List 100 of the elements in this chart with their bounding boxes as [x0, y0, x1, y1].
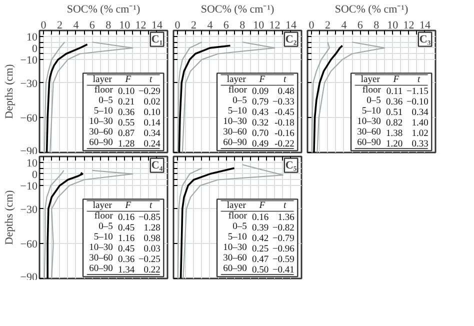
x-tick-label: 6 [357, 20, 364, 32]
annotation: F [392, 75, 400, 86]
annotation: 0.09 [252, 86, 269, 97]
x-axis-title: SOC% (% cm⁻¹) [66, 4, 140, 16]
y-tick-label: 0 [32, 168, 38, 181]
annotation: −0.33 [272, 97, 295, 108]
annotation: −0.82 [272, 223, 295, 234]
annotation: 0.11 [386, 86, 403, 97]
annotation: 0.50 [252, 265, 269, 276]
annotation: 5–10 [362, 106, 382, 116]
x-tick-label: 6 [223, 20, 230, 32]
chart-title: C₃ [419, 33, 432, 46]
annotation: 0.42 [252, 234, 269, 244]
x-tick-label: 12 [403, 20, 414, 32]
y-axis-title: Depths (cm) [3, 64, 16, 119]
x-tick-label: 10 [119, 20, 131, 32]
annotation: 0.70 [252, 128, 269, 139]
annotation: 30–60 [223, 127, 248, 138]
x-tick-label: 10 [253, 20, 265, 32]
x-tick-label: 10 [387, 20, 399, 32]
y-tick-label: −30 [20, 204, 38, 216]
chart-title: C₂ [285, 33, 298, 46]
annotation: −0.29 [138, 86, 161, 97]
annotation: 10–30 [223, 242, 248, 253]
annotation: 0.24 [144, 139, 161, 150]
annotation: 0–5 [232, 222, 248, 232]
annotation: 0–5 [98, 96, 114, 106]
x-tick-label: 4 [73, 20, 80, 32]
chart-title: C₅ [285, 159, 298, 172]
annotation: 0.34 [412, 108, 429, 118]
x-tick-label: 6 [89, 20, 96, 32]
y-tick-label: −10 [20, 180, 38, 193]
annotation: 0.36 [118, 108, 135, 118]
x-tick-label: 12 [135, 20, 146, 32]
annotation: layer [226, 201, 247, 212]
annotation: 30–60 [223, 253, 248, 264]
chart-title: C₁ [151, 33, 163, 46]
annotation: t [283, 75, 286, 86]
annotation: 0.79 [252, 97, 269, 108]
annotation: −0.79 [272, 234, 295, 244]
x-tick-label: 0 [308, 20, 315, 32]
annotation: −0.85 [138, 212, 161, 223]
y-tick-label: −30 [20, 78, 38, 90]
annotation: 1.38 [386, 128, 403, 139]
annotation: −0.96 [272, 244, 295, 254]
annotation: t [417, 75, 420, 86]
annotation: 5–10 [228, 106, 248, 116]
y-tick-label: −10 [20, 54, 38, 67]
annotation: floor [362, 85, 382, 96]
annotation: -0.18 [274, 118, 295, 128]
y-axis-title: Depths (cm) [3, 190, 16, 245]
annotation: 1.28 [118, 139, 135, 150]
annotation: 0.51 [386, 108, 403, 118]
annotation: 30–60 [89, 127, 114, 138]
annotation: 0.47 [252, 254, 269, 265]
annotation: 0.10 [144, 108, 161, 118]
annotation: 0.25 [252, 244, 269, 254]
x-axis-title: SOC% (% cm⁻¹) [200, 4, 274, 16]
x-tick-label: 0 [174, 20, 181, 32]
x-tick-label: 2 [325, 20, 331, 32]
annotation: F [258, 201, 266, 212]
annotation: 0.87 [118, 128, 135, 139]
annotation: floor [228, 211, 248, 222]
chart-title: C₄ [151, 159, 164, 172]
annotation: 10–30 [89, 242, 114, 253]
x-tick-label: 2 [57, 20, 63, 32]
annotation: 0.82 [386, 118, 403, 128]
annotation: 1.40 [412, 118, 429, 128]
annotation: 0.49 [252, 139, 269, 150]
annotation: −1.15 [406, 86, 429, 97]
annotation: layer [226, 75, 247, 86]
annotation: 0.14 [144, 118, 161, 128]
x-tick-label: 8 [374, 20, 380, 32]
y-tick-label: 10 [26, 31, 38, 44]
x-axis-title: SOC% (% cm⁻¹) [334, 4, 408, 16]
x-tick-label: 4 [341, 20, 348, 32]
annotation: 0.34 [144, 128, 161, 139]
x-tick-label: 14 [151, 20, 163, 32]
annotation: layer [92, 75, 113, 86]
annotation: 0.45 [118, 244, 135, 254]
annotation: 1.16 [118, 234, 135, 244]
annotation: 10–30 [89, 116, 114, 127]
annotation: 0.48 [278, 86, 295, 97]
annotation: layer [92, 201, 113, 212]
annotation: 0.02 [144, 97, 161, 108]
annotation: −0.41 [272, 265, 295, 276]
annotation: 0.16 [118, 212, 135, 223]
x-tick-label: 8 [106, 20, 112, 32]
x-tick-label: 0 [40, 20, 47, 32]
annotation: 30–60 [357, 127, 382, 138]
x-tick-label: 12 [269, 20, 280, 32]
annotation: 0.43 [252, 108, 269, 118]
annotation: 10–30 [357, 116, 382, 127]
annotation: 60–90 [357, 138, 382, 148]
x-tick-label: 14 [419, 20, 431, 32]
annotation: 0.36 [118, 254, 135, 265]
y-tick-label: 10 [26, 157, 38, 170]
annotation: 0.33 [412, 139, 429, 150]
annotation: −0.25 [138, 254, 161, 265]
y-tick-label: −60 [20, 112, 38, 125]
